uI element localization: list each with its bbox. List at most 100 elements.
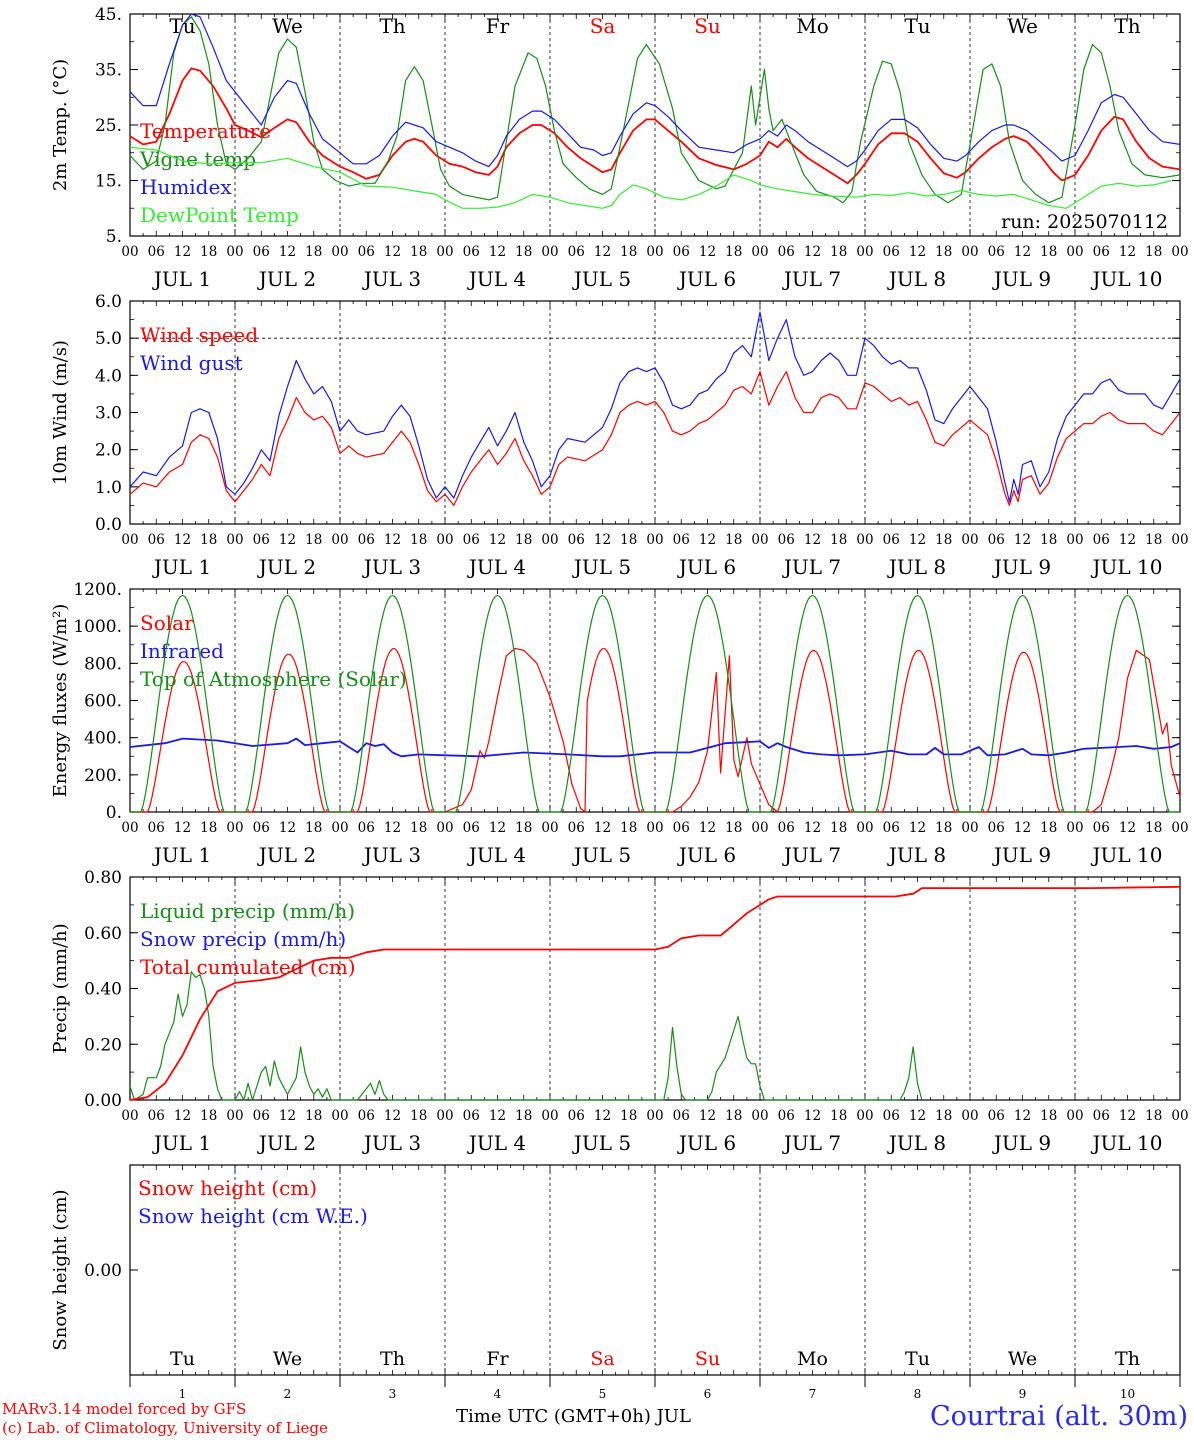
hour-tick-label: 18 [830, 820, 847, 836]
date-label: JUL 5 [572, 1131, 631, 1155]
hour-tick-label: 00 [856, 532, 873, 548]
day-abbr-label: Tu [904, 14, 930, 38]
panel-3: 0. 200. 400. 600. 800. 1000. 1200.Energy fluxe… [50, 580, 1189, 867]
hour-tick-label: 12 [909, 532, 926, 548]
hour-tick-label: 00 [1066, 1108, 1083, 1124]
hour-tick-label: 00 [436, 532, 453, 548]
hour-tick-label: 06 [253, 244, 270, 260]
hour-tick-label: 06 [358, 1108, 375, 1124]
hour-tick-label: 12 [699, 532, 716, 548]
date-label: JUL 3 [362, 267, 421, 291]
y-tick-label: 2.0 [95, 441, 122, 461]
hour-tick-label: 12 [1014, 532, 1031, 548]
model-credit: MARv3.14 model forced by GFS [2, 1400, 247, 1418]
hour-tick-label: 12 [594, 532, 611, 548]
y-tick-label: 4.0 [95, 366, 122, 386]
hour-tick-label: 06 [988, 820, 1005, 836]
day-abbr-label: Sa [590, 14, 616, 38]
y-tick-label: 25. [95, 116, 122, 136]
hour-tick-label: 06 [148, 532, 165, 548]
y-tick-label: 1.0 [95, 478, 122, 498]
hour-tick-label: 00 [436, 244, 453, 260]
hour-tick-label: 06 [673, 532, 690, 548]
hour-tick-label: 06 [463, 1108, 480, 1124]
day-abbr-label: Tu [170, 1348, 195, 1370]
legend-entry: Infrared [140, 639, 224, 663]
date-label: JUL 1 [152, 843, 211, 867]
hour-tick-label: 00 [331, 820, 348, 836]
hour-tick-label: 00 [541, 820, 558, 836]
hour-tick-label: 00 [436, 1108, 453, 1124]
date-label: JUL 7 [782, 267, 841, 291]
panel-1: 5. 15. 25. 35. 45. 2m Temp. (°C) 00 06 12 18 00 06 1… [50, 5, 1189, 291]
hour-tick-label: 18 [200, 244, 217, 260]
date-label: JUL 2 [257, 843, 316, 867]
hour-tick-label: 18 [935, 820, 952, 836]
hour-tick-label: 18 [725, 244, 742, 260]
hour-tick-label: 12 [909, 1108, 926, 1124]
hour-tick-label: 12 [909, 820, 926, 836]
hour-tick-label: 12 [804, 244, 821, 260]
date-label: JUL 4 [467, 1131, 526, 1155]
y-axis-label: 2m Temp. (°C) [50, 59, 71, 191]
series-line-total-cumulated-cm [129, 885, 1181, 1101]
date-label: JUL 2 [257, 555, 316, 579]
hour-tick-label: 18 [620, 1108, 637, 1124]
hour-tick-label: 00 [541, 244, 558, 260]
hour-tick-label: 12 [699, 820, 716, 836]
day-abbr-label: Mo [796, 14, 829, 38]
series-line-vigne-temp [129, 16, 1181, 204]
y-tick-label: 0.80 [84, 868, 122, 888]
station-label: Courtrai (alt. 30m) [929, 1401, 1188, 1432]
day-number-label: 7 [809, 1387, 817, 1401]
hour-tick-label: 00 [646, 532, 663, 548]
date-label: JUL 3 [362, 843, 421, 867]
hour-tick-label: 12 [489, 532, 506, 548]
y-tick-label: 800. [84, 654, 122, 674]
hour-tick-label: 00 [1066, 532, 1083, 548]
date-label: JUL 1 [152, 555, 211, 579]
y-tick-label: 0. [106, 803, 122, 823]
series-line-temperature [129, 67, 1181, 185]
hour-tick-label: 12 [174, 1108, 191, 1124]
legend-entry: Wind gust [140, 351, 243, 375]
hour-tick-label: 00 [1171, 1108, 1188, 1124]
day-abbr-label: Th [1114, 14, 1140, 38]
hour-tick-label: 00 [856, 820, 873, 836]
hour-tick-label: 18 [725, 820, 742, 836]
day-abbr-label: We [273, 1348, 302, 1370]
hour-tick-label: 18 [830, 1108, 847, 1124]
day-abbr-label: Th [380, 1348, 405, 1370]
hour-tick-label: 00 [226, 532, 243, 548]
y-tick-label: 1000. [73, 617, 122, 637]
y-tick-label: 1200. [73, 580, 122, 600]
hour-tick-label: 06 [988, 244, 1005, 260]
hour-tick-label: 18 [1040, 820, 1057, 836]
hour-tick-label: 18 [515, 820, 532, 836]
hour-tick-label: 06 [883, 820, 900, 836]
time-axis-title: Time UTC (GMT+0h) JUL [456, 1406, 691, 1427]
hour-tick-label: 00 [751, 244, 768, 260]
hour-tick-label: 00 [226, 820, 243, 836]
hour-tick-label: 12 [594, 244, 611, 260]
date-label: JUL 2 [257, 267, 316, 291]
panel-5: 0.00 Snow height (cm) Snow height (cm) Snow… [50, 1164, 1181, 1401]
day-number-label: 5 [599, 1387, 607, 1401]
y-axis-label: Energy fluxes (W/m²) [50, 604, 71, 798]
date-label: JUL 1 [152, 267, 211, 291]
hour-tick-label: 18 [1145, 1108, 1162, 1124]
hour-tick-label: 00 [961, 1108, 978, 1124]
hour-tick-label: 18 [410, 244, 427, 260]
hour-tick-label: 18 [410, 1108, 427, 1124]
hour-tick-label: 00 [226, 1108, 243, 1124]
hour-tick-label: 06 [1093, 1108, 1110, 1124]
legend-entry: Top of Atmosphere (Solar) [140, 667, 407, 691]
date-label: JUL 9 [992, 843, 1051, 867]
y-tick-label: 400. [84, 729, 122, 749]
day-number-label: 6 [704, 1387, 712, 1401]
hour-tick-label: 18 [410, 532, 427, 548]
legend-entry: Liquid precip (mm/h) [140, 899, 355, 923]
hour-tick-label: 06 [1093, 820, 1110, 836]
hour-tick-label: 00 [121, 820, 138, 836]
hour-tick-label: 00 [1171, 532, 1188, 548]
